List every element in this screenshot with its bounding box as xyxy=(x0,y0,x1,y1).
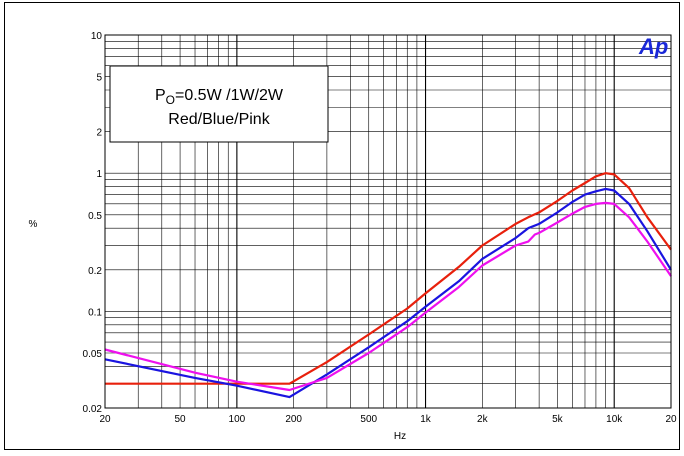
y-tick-label: 5 xyxy=(96,73,102,84)
y-axis-label: % xyxy=(29,219,38,230)
y-tick-label: 2 xyxy=(96,128,102,139)
x-tick-label: 2k xyxy=(477,414,489,425)
x-tick-label: 50 xyxy=(175,414,187,425)
y-tick-label: 10 xyxy=(91,31,103,42)
x-tick-label: 20 xyxy=(665,414,677,425)
tick-labels: 20 50 100 200 500 1k 2k 5k 10k 20 10 5 2 1 0.5 0.2 0.1 0.… xyxy=(83,31,677,425)
legend-line-1: PO=0.5W /1W/2W xyxy=(155,87,284,107)
chart-frame: 20 50 100 200 500 1k 2k 5k 10k 20 10 5 2 1 0.5 0.2 0.1 0.… xyxy=(4,2,680,450)
y-tick-label: 1 xyxy=(96,169,102,180)
legend-box xyxy=(109,65,329,143)
x-tick-label: 20 xyxy=(99,414,111,425)
x-tick-label: 100 xyxy=(229,414,246,425)
x-tick-label: 500 xyxy=(360,414,377,425)
legend: PO=0.5W /1W/2W Red/Blue/Pink xyxy=(109,65,329,143)
x-tick-label: 5k xyxy=(552,414,564,425)
x-tick-label: 200 xyxy=(285,414,302,425)
y-tick-label: 0.1 xyxy=(88,307,102,318)
legend-line-2: Red/Blue/Pink xyxy=(168,111,270,128)
x-axis-label: Hz xyxy=(394,431,406,442)
x-tick-label: 1k xyxy=(420,414,432,425)
y-tick-label: 0.5 xyxy=(88,211,102,222)
y-tick-label: 0.05 xyxy=(83,349,103,360)
series-line-1 xyxy=(105,172,672,385)
y-tick-label: 0.2 xyxy=(88,266,102,277)
thd-frequency-chart: 20 50 100 200 500 1k 2k 5k 10k 20 10 5 2 1 0.5 0.2 0.1 0.… xyxy=(29,31,677,442)
legend-p-subscript: O xyxy=(166,93,175,107)
x-tick-label: 10k xyxy=(606,414,623,425)
y-tick-label: 0.02 xyxy=(83,404,103,415)
plot-area-border xyxy=(104,34,672,409)
plot-border xyxy=(104,34,672,409)
series-line-2 xyxy=(104,187,672,399)
series-line-3 xyxy=(104,201,672,392)
ap-logo-text: Ap xyxy=(638,34,668,59)
legend-p-symbol: P xyxy=(155,87,166,104)
series-lines xyxy=(104,172,672,399)
legend-power-values: =0.5W /1W/2W xyxy=(175,87,284,104)
